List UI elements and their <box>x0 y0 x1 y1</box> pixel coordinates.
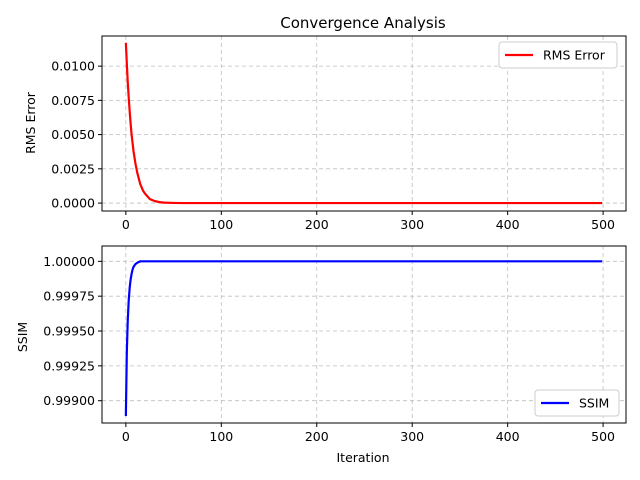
y-tick-label: 0.99925 <box>43 358 95 373</box>
legend: RMS Error <box>498 41 618 69</box>
x-tick-label: 0 <box>122 217 130 232</box>
y-tick-label: 0.99975 <box>43 289 95 304</box>
y-tick-label: 1.00000 <box>43 254 95 269</box>
x-tick-label: 300 <box>400 429 424 444</box>
x-axis-label: Iteration <box>336 450 389 465</box>
x-tick-label: 300 <box>400 217 424 232</box>
legend-label: RMS Error <box>543 48 606 63</box>
legend-box <box>534 389 620 417</box>
series-line <box>124 260 603 417</box>
axes: 0 100 200 300 400 500 0.99900 0.99925 0.99950 0.9… <box>43 245 627 444</box>
y-tick-label: 0.0000 <box>51 196 95 211</box>
y-tick-label: 0.0100 <box>51 59 95 74</box>
x-tick-label: 500 <box>591 429 615 444</box>
legend-label: SSIM <box>579 396 609 411</box>
y-tick-label: 0.0075 <box>51 93 95 108</box>
x-tick-label: 500 <box>591 217 615 232</box>
x-tick-label: 200 <box>305 217 329 232</box>
legend: SSIM <box>534 389 620 417</box>
axes-frame <box>101 35 627 212</box>
y-tick-label: 0.99900 <box>43 393 95 408</box>
y-axis-label: RMS Error <box>23 91 38 154</box>
y-tick-label: 0.0025 <box>51 161 95 176</box>
y-axis-label: SSIM <box>15 322 30 352</box>
chart-title: Convergence Analysis <box>280 14 446 32</box>
x-tick-label: 200 <box>305 429 329 444</box>
x-tick-label: 0 <box>122 429 130 444</box>
x-tick-label: 100 <box>209 429 233 444</box>
x-tick-label: 100 <box>209 217 233 232</box>
legend-box <box>498 41 618 69</box>
plot-area <box>124 42 603 205</box>
x-tick-label: 400 <box>496 429 520 444</box>
ssim-subplot: 0 100 200 300 400 500 0.99900 0.99925 0.99950 0.9… <box>15 245 627 465</box>
plot-area <box>124 260 603 417</box>
axes-frame <box>101 245 627 424</box>
y-tick-label: 0.99950 <box>43 324 95 339</box>
series-line <box>124 42 603 205</box>
y-tick-label: 0.0050 <box>51 127 95 142</box>
rms-error-subplot: Convergence Analysis 0 100 200 300 400 500 0.0… <box>23 14 627 232</box>
x-tick-label: 400 <box>496 217 520 232</box>
axes: 0 100 200 300 400 500 0.0000 0.0025 0.0050 0.0075… <box>51 35 627 232</box>
